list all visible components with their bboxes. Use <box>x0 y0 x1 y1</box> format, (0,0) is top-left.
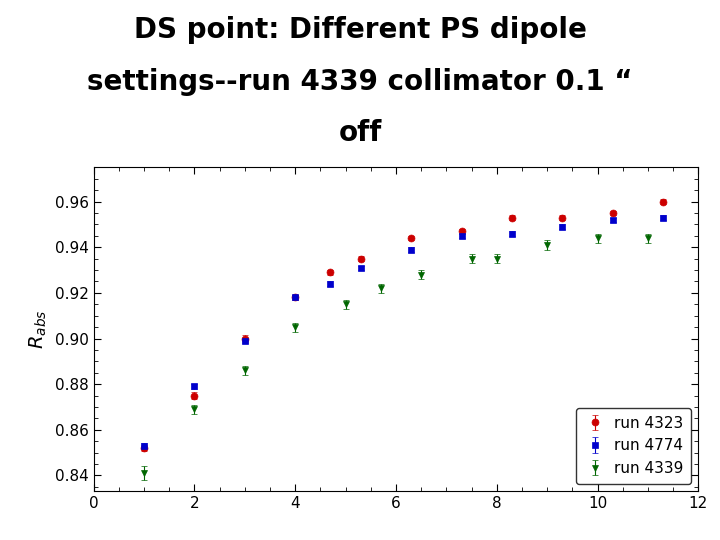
Y-axis label: R$_{abs}$: R$_{abs}$ <box>28 309 49 349</box>
Text: settings--run 4339 collimator 0.1 “: settings--run 4339 collimator 0.1 “ <box>87 68 633 96</box>
Text: off: off <box>338 119 382 147</box>
Text: DS point: Different PS dipole: DS point: Different PS dipole <box>134 16 586 44</box>
Legend: run 4323, run 4774, run 4339: run 4323, run 4774, run 4339 <box>575 408 690 484</box>
